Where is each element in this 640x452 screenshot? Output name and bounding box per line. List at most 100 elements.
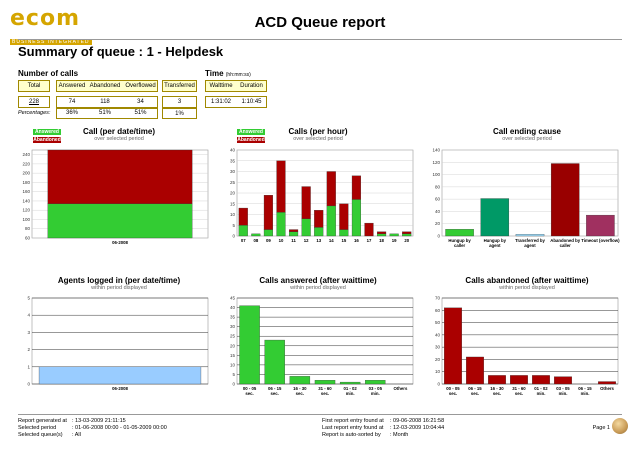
value-waittime: 1:31:02 [210,99,232,105]
bar-abandoned [238,207,248,226]
y-tick-label: 20 [435,221,441,226]
y-tick-label: 30 [230,169,236,174]
x-tick-label: 14 [329,238,334,243]
bar [554,376,572,385]
time-label: Time [205,69,224,78]
logo-text: ecom [10,6,80,31]
y-tick-label: 60 [435,197,441,202]
y-tick-label: 5 [232,372,235,377]
header-divider [18,39,622,40]
y-tick-label: 10 [230,212,236,217]
footer-right-labels: First report entry found at Last report … [322,418,384,439]
x-tick-label: 01 - 02 min. [534,386,548,396]
x-tick-label: 31 - 60 sec. [318,386,332,396]
report-title: ACD Queue report [254,14,386,31]
x-tick-label: 10 [279,238,284,243]
y-tick-label: 60 [25,236,31,241]
pct-abandoned: 51% [98,110,111,116]
footer-divider [18,414,622,415]
bar-answered [351,199,361,237]
y-tick-label: 80 [435,184,441,189]
x-tick-label: 11 [291,238,296,243]
bar-answered [402,233,412,237]
chart2-subtitle: over selected period [293,136,343,142]
y-tick-label: 40 [435,332,441,337]
bar-abandoned [47,149,193,204]
chart-calls-abandoned-waittime: 0 10 20 30 40 50 60 70 00 - 05 sec. 06 - 15 sec. 16 … [435,296,619,396]
bar [264,339,285,385]
bar [365,380,386,385]
chart6-title: Calls abandoned (after waittime) [465,276,589,285]
chart-calls-per-date: 60 80 100 120 140 160 180 200 220 240 06-2008 [22,149,209,245]
footer-label-queues: Selected queue(s) [18,432,63,438]
footer-left-labels: Report generated at Selected period Sele… [18,418,67,439]
footer-label-generated: Report generated at [18,418,67,424]
y-tick-label: 40 [435,209,441,214]
x-tick-label: 06-2008 [112,386,128,391]
chart-agents-logged-in: 0 1 2 3 4 5 06-2008 [27,296,209,391]
x-tick-label: 03 - 05 min. [369,386,383,396]
y-tick-label: 100 [432,172,440,177]
footer-right-values: : 09-06-2008 16:21:58 : 12-03-2009 10:04… [390,418,444,439]
bar-answered [326,205,336,237]
bar-answered [289,231,299,237]
bar-abandoned [263,195,273,230]
bar [586,214,615,237]
chart-calls-answered-waittime: 0 5 10 15 20 25 30 35 40 45 00 - 05 sec. 06 - 15 sec.… [230,296,414,396]
chart1-title: Call (per date/time) [82,127,155,136]
logo-subtext: BUSINESS INTEGRATED [10,39,92,45]
time-section-label: Time (hh:mm:ss) [205,69,251,78]
footer-left-values: : 13-03-2009 21:11:15 : 01-06-2008 00:00… [72,418,167,439]
header-waittime: Walttime [209,83,233,89]
x-tick-label: 20 [404,238,409,243]
bar-answered [263,229,273,237]
chart2-legend-abandoned: Abandoned [237,137,265,143]
y-tick-label: 140 [22,198,30,203]
x-tick-label: 15 [341,238,346,243]
pct-group [56,108,158,119]
value-total: 228 [18,96,50,108]
chart4-subtitle: within period displayed [91,285,147,291]
time-header-group [205,80,267,92]
chart2-legend-answered: Answered [237,129,265,135]
y-tick-label: 1 [27,364,30,369]
bar-abandoned [351,175,361,200]
x-tick-label: Transferred by agent [515,238,545,248]
x-tick-label: 00 - 05 sec. [243,386,257,396]
y-tick-label: 0 [27,382,30,387]
bar-answered [276,212,286,237]
bar-abandoned [276,160,286,213]
bar-abandoned [301,186,311,219]
pct-overflowed: 51% [134,110,147,116]
chart6-subtitle: within period displayed [499,285,555,291]
bar-abandoned [377,231,387,234]
y-tick-label: 0 [437,382,440,387]
footer-label-sorted: Report is auto-sorted by [322,432,381,438]
y-tick-label: 220 [22,161,30,166]
footer-label-last-entry: Last report entry found at [322,425,384,431]
x-tick-label: 06 - 15 sec. [268,386,282,396]
x-tick-label: Abandoned by caller [550,238,580,248]
chart4-title: Agents logged in (per date/time) [57,276,181,285]
y-tick-label: 20 [230,343,236,348]
bar-answered [389,233,399,237]
bar [480,198,510,237]
value-duration: 1:10:45 [241,99,262,105]
bar-abandoned [326,171,336,207]
footer-value-queues: : All [72,432,81,438]
page-number: Page 1 [592,425,610,431]
y-tick-label: 60 [435,308,441,313]
bar-answered [339,229,349,237]
time-value-group [205,96,267,108]
x-tick-label: 03 - 05 min. [556,386,570,396]
chart5-title: Calls answered (after waittime) [259,276,377,285]
y-tick-label: 240 [22,152,30,157]
bar-abandoned [339,203,349,230]
x-tick-label: 16 - 30 sec. [490,386,504,396]
bar-abandoned [364,222,374,237]
footer-value-first-entry: : 09-06-2008 16:21:58 [390,418,445,424]
value-answered: 74 [68,99,76,105]
footer-label-period: Selected period [18,425,57,431]
x-tick-label: 00 - 05 sec. [446,386,460,396]
chart3-title: Call ending cause [492,127,562,136]
